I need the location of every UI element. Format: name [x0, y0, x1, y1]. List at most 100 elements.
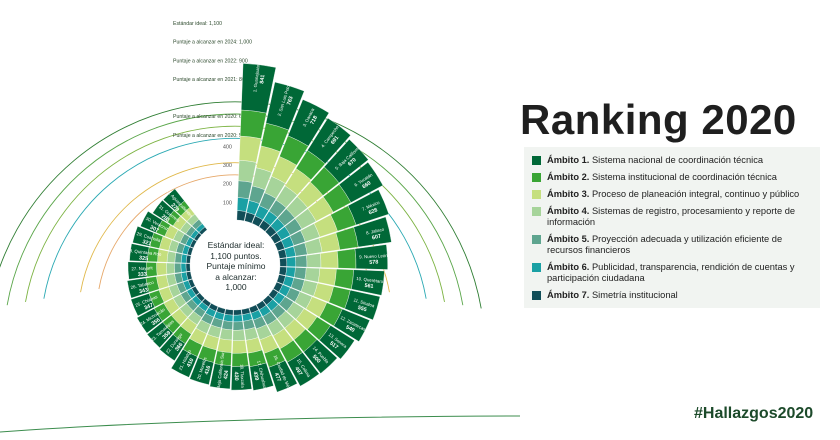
bar-segment	[317, 268, 337, 286]
legend-swatch	[532, 207, 541, 216]
chart-canvas: Estándar ideal: 1,100 Puntaje a alcanzar …	[0, 21, 520, 433]
bar-segment	[279, 257, 288, 267]
bar-label-total: 540	[345, 324, 356, 333]
bar-segment	[239, 135, 262, 163]
bar-label-total: 841	[259, 74, 266, 84]
bar-label-total: 347	[144, 302, 155, 311]
legend-text: Ámbito 4. Sistemas de registro, procesam…	[547, 206, 812, 228]
bar-label-total: 279	[169, 202, 180, 213]
center-label-line: Estándar ideal:	[207, 240, 265, 250]
bar-segment	[130, 293, 155, 317]
legend-item: Ámbito 5. Proyección adecuada y utilizac…	[532, 234, 812, 256]
bar-segment	[333, 308, 370, 342]
legend-swatch	[532, 235, 541, 244]
bar-segment	[185, 263, 191, 272]
bar-segment	[319, 325, 355, 360]
legend-text: Ámbito 2. Sistema institucional de coord…	[547, 172, 777, 183]
legend-name: Ámbito 4.	[547, 206, 590, 216]
legend-name: Ámbito 6.	[547, 262, 590, 272]
bar-label-total: 439	[252, 371, 260, 381]
bar-label-name: 1. Guanajuato	[252, 64, 260, 93]
bar-segment	[159, 334, 186, 361]
legend-name: Ámbito 1.	[547, 155, 590, 165]
bar-segment	[127, 261, 148, 280]
reference-ring	[25, 125, 445, 303]
bar-label-name: 8. Jalisco	[366, 226, 386, 235]
bar-label-total: 321	[142, 239, 152, 247]
bar-label-name: 9. Nuevo León	[359, 253, 388, 260]
bar-label-total: 333	[138, 272, 147, 278]
bar-segment	[166, 250, 177, 263]
bar-label-name: 27. Nayarit	[131, 265, 153, 271]
legend-name: Ámbito 3.	[547, 189, 590, 199]
bar-segment	[353, 216, 392, 248]
legend-text: Ámbito 5. Proyección adecuada y utilizac…	[547, 234, 812, 256]
bar-segment	[320, 250, 339, 269]
bar-segment	[233, 309, 242, 316]
bar-label-total: 607	[371, 234, 381, 242]
legend-item: Ámbito 7. Simetría institucional	[532, 290, 812, 301]
legend-desc: Sistema institucional de coordinación té…	[591, 172, 777, 182]
bar-segment	[129, 243, 150, 262]
bar-label-total: 430	[233, 372, 239, 381]
bar-label-name: 10. Querétaro	[356, 276, 384, 284]
reference-ring-label: Puntaje a alcanzar en 2022: 900	[173, 58, 248, 64]
legend-item: Ámbito 6. Publicidad, transparencia, ren…	[532, 262, 812, 284]
bar-label-total: 343	[139, 287, 149, 295]
reference-ring-label: Puntaje a alcanzar en 2024: 1,000	[173, 40, 252, 46]
bar-segment	[287, 99, 330, 147]
bar-label-total: 359	[161, 330, 172, 341]
bar-segment	[344, 289, 381, 321]
reference-ring-label: Puntaje a alcanzar en 2021: 800	[173, 77, 248, 83]
bar-label-total: 660	[361, 180, 372, 190]
bar-label-total: 670	[347, 157, 358, 168]
bar-segment	[232, 339, 248, 354]
hashtag: #Hallazgos2020	[694, 405, 814, 422]
legend: Ámbito 1. Sistema nacional de coordinaci…	[524, 147, 820, 308]
legend-swatch	[532, 190, 541, 199]
bar-label-name: 28. Quintana Roo	[127, 248, 162, 257]
bar-segment	[338, 162, 384, 203]
bar-label-total: 366	[174, 342, 184, 353]
reference-ring-label: Estándar ideal: 1,100	[173, 21, 222, 27]
bar-segment	[295, 255, 308, 268]
legend-swatch	[532, 173, 541, 182]
bar-segment	[132, 226, 155, 247]
axis-tick-label: 300	[223, 163, 232, 169]
legend-swatch	[532, 263, 541, 272]
reference-ring	[0, 101, 482, 309]
base-line	[0, 415, 520, 433]
bar-segment	[152, 199, 175, 222]
bar-label-total: 763	[286, 96, 294, 106]
bar-segment	[170, 349, 198, 378]
bar-label-total: 416	[204, 365, 212, 375]
bar-segment	[219, 328, 233, 341]
bar-segment	[354, 244, 388, 270]
axis-tick-label: 400	[223, 144, 232, 150]
bar-segment	[351, 269, 385, 296]
center-label-line: 1,000	[225, 282, 247, 292]
bar-label-total: 561	[364, 283, 374, 290]
center-label-line: a alcanzar:	[215, 271, 257, 282]
bar-segment	[233, 314, 243, 323]
reference-ring	[6, 113, 464, 306]
legend-desc: Publicidad, transparencia, rendición de …	[547, 262, 795, 283]
bar-segment	[236, 210, 247, 222]
bar-segment	[347, 189, 390, 226]
legend-text: Ámbito 1. Sistema nacional de coordinaci…	[547, 155, 763, 166]
bar-segment	[278, 266, 287, 276]
legend-name: Ámbito 7.	[547, 290, 590, 300]
bar-segment	[239, 109, 267, 139]
bar-segment	[232, 321, 244, 331]
bar-segment	[209, 363, 232, 390]
bar-segment	[166, 262, 176, 275]
bar-label-name: 17. Chihuahua	[256, 360, 267, 389]
legend-text: Ámbito 7. Simetría institucional	[547, 290, 678, 301]
